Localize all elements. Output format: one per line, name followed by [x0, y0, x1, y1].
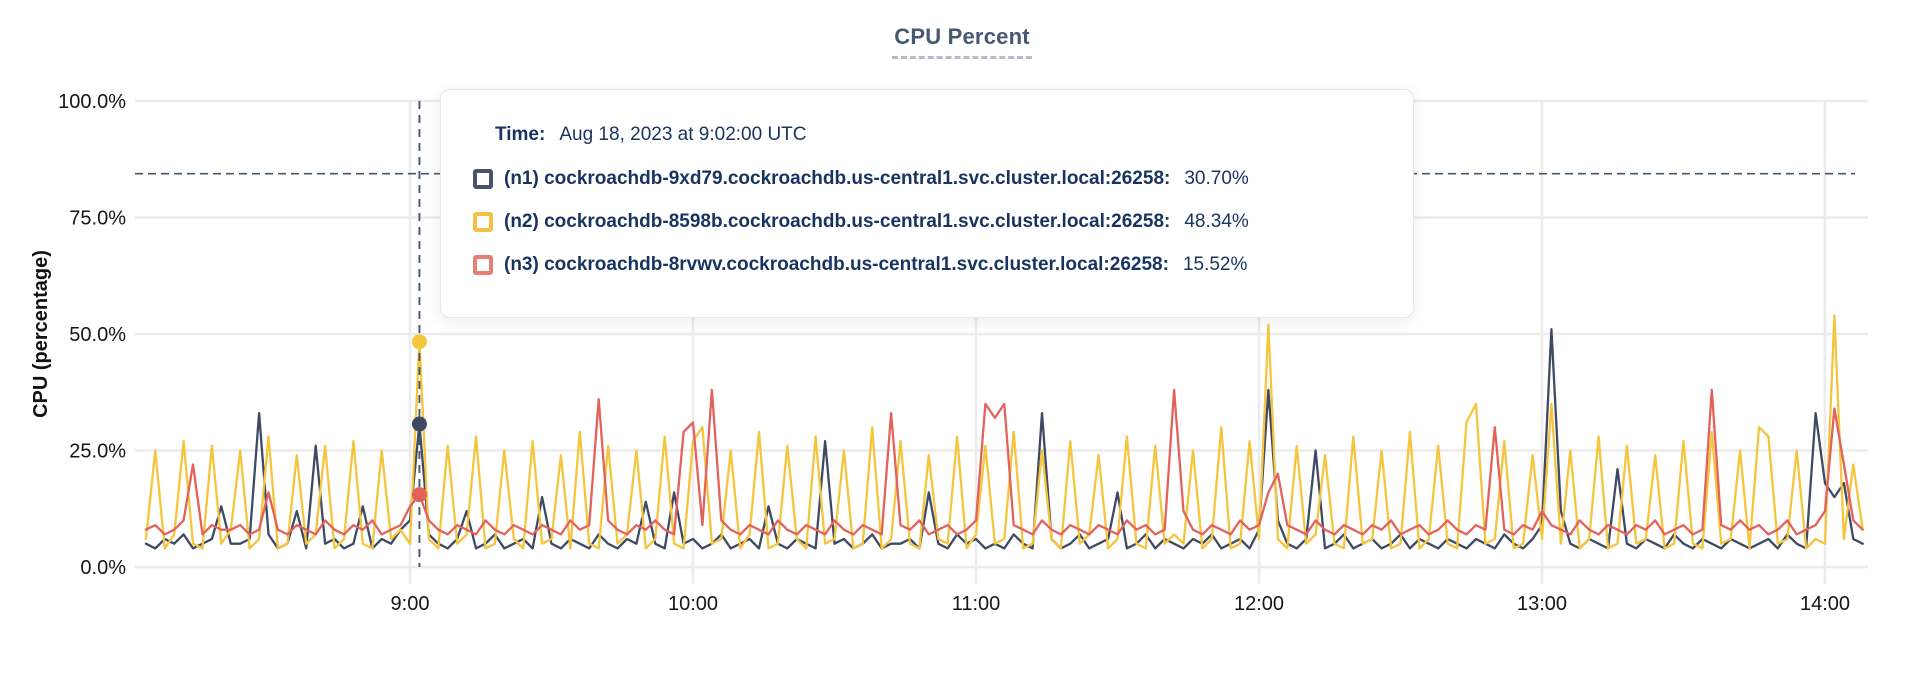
series-line-n3[interactable]	[144, 388, 1864, 536]
tooltip-series-rows: (n1) cockroachdb-9xd79.cockroachdb.us-ce…	[473, 168, 1385, 276]
series-marker-icon	[473, 169, 493, 189]
series-value: 30.70%	[1184, 168, 1249, 189]
y-tick-label: 100.0%	[58, 91, 126, 113]
series-value: 48.34%	[1184, 211, 1249, 232]
tooltip-series-row: (n3) cockroachdb-8rvwv.cockroachdb.us-ce…	[473, 254, 1385, 276]
y-tick-label: 50.0%	[69, 324, 126, 346]
hover-tooltip: Time: Aug 18, 2023 at 9:02:00 UTC (n1) c…	[440, 89, 1414, 318]
tooltip-series-row: (n2) cockroachdb-8598b.cockroachdb.us-ce…	[473, 211, 1385, 233]
series-line-n1[interactable]	[144, 328, 1864, 550]
tooltip-time-row: Time: Aug 18, 2023 at 9:02:00 UTC	[495, 124, 1385, 146]
tooltip-time-value: Aug 18, 2023 at 9:02:00 UTC	[559, 124, 807, 145]
y-tick-label: 0.0%	[80, 557, 126, 579]
tooltip-time-label: Time:	[495, 124, 546, 145]
series-label: (n1) cockroachdb-9xd79.cockroachdb.us-ce…	[504, 168, 1171, 189]
series-marker-icon	[473, 212, 493, 232]
hover-point-n1	[411, 416, 427, 432]
x-tick-label: 13:00	[1517, 593, 1567, 615]
series-marker-icon	[473, 255, 493, 275]
x-tick-label: 11:00	[952, 593, 1001, 615]
series-label: (n3) cockroachdb-8rvwv.cockroachdb.us-ce…	[504, 254, 1169, 275]
y-tick-label: 75.0%	[69, 208, 126, 230]
series-line-n2[interactable]	[144, 314, 1864, 550]
x-tick-label: 10:00	[668, 593, 718, 615]
tooltip-series-row: (n1) cockroachdb-9xd79.cockroachdb.us-ce…	[473, 168, 1385, 190]
x-tick-label: 9:00	[391, 593, 430, 615]
x-tick-label: 12:00	[1234, 593, 1284, 615]
y-tick-label: 25.0%	[69, 441, 126, 463]
hover-point-n3	[411, 487, 427, 503]
series-label: (n2) cockroachdb-8598b.cockroachdb.us-ce…	[504, 211, 1171, 232]
chart-title[interactable]: CPU Percent	[892, 24, 1032, 59]
chart-title-wrap: CPU Percent	[0, 24, 1924, 59]
x-tick-label: 14:00	[1800, 593, 1850, 615]
hover-point-n2	[411, 334, 427, 350]
series-value: 15.52%	[1182, 254, 1248, 275]
